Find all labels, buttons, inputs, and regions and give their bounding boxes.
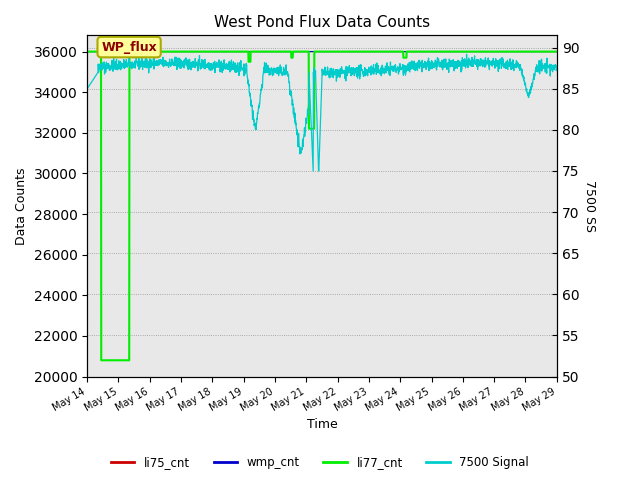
Title: West Pond Flux Data Counts: West Pond Flux Data Counts bbox=[214, 15, 430, 30]
Y-axis label: 7500 SS: 7500 SS bbox=[583, 180, 596, 232]
Legend: li75_cnt, wmp_cnt, li77_cnt, 7500 Signal: li75_cnt, wmp_cnt, li77_cnt, 7500 Signal bbox=[106, 452, 534, 474]
X-axis label: Time: Time bbox=[307, 419, 337, 432]
Text: WP_flux: WP_flux bbox=[101, 41, 157, 54]
Y-axis label: Data Counts: Data Counts bbox=[15, 167, 28, 245]
